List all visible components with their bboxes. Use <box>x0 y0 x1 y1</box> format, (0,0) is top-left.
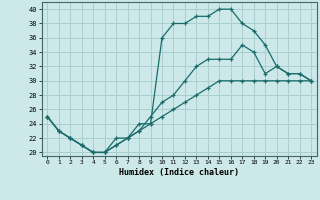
X-axis label: Humidex (Indice chaleur): Humidex (Indice chaleur) <box>119 168 239 177</box>
